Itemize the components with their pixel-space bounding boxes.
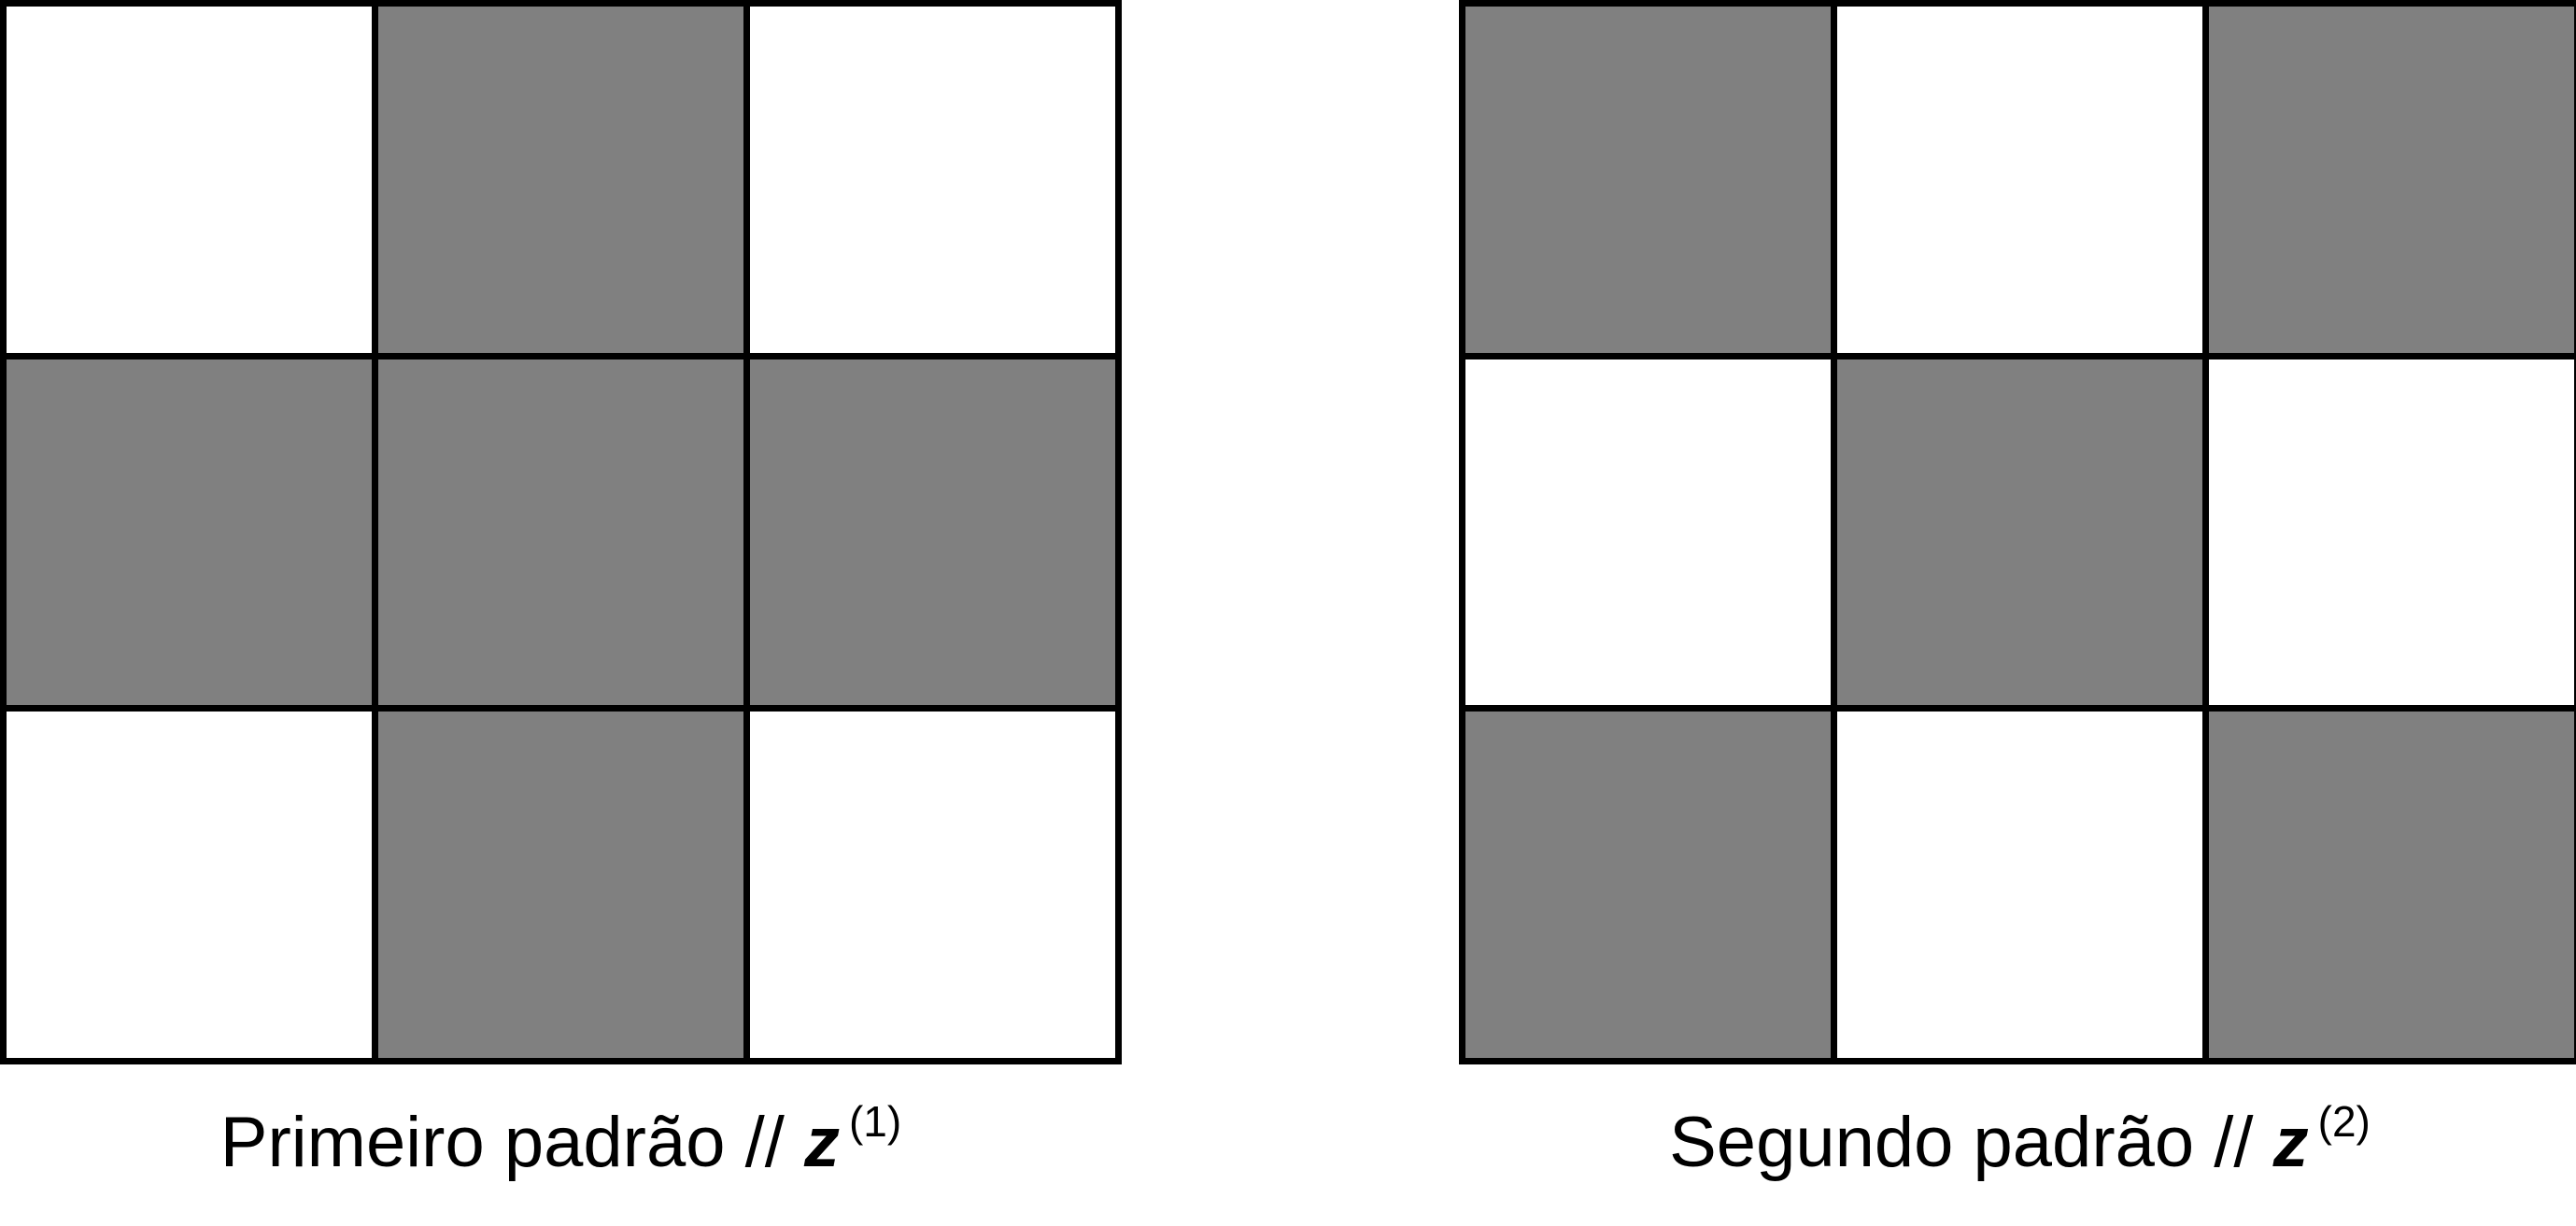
pattern-2-cell-r1c1 xyxy=(1465,7,1831,353)
pattern-1-cell-r3c2 xyxy=(378,712,743,1058)
pattern-2-cell-r1c2 xyxy=(1837,7,2202,353)
pattern-2-superscript: (2) xyxy=(2317,1097,2371,1146)
pattern-1-cell-r2c3 xyxy=(750,359,1115,706)
pattern-1-superscript: (1) xyxy=(848,1097,902,1146)
pattern-1-cell-r1c2 xyxy=(378,7,743,353)
pattern-2-cell-r2c1 xyxy=(1465,359,1831,706)
pattern-2-cell-r3c2 xyxy=(1837,712,2202,1058)
pattern-1-cell-r2c1 xyxy=(7,359,372,706)
pattern-2-cell-r1c3 xyxy=(2209,7,2574,353)
pattern-2 xyxy=(1459,0,2576,1064)
pattern-2-cell-r3c1 xyxy=(1465,712,1831,1058)
pattern-1-cell-r2c2 xyxy=(378,359,743,706)
pattern-1-variable: z xyxy=(803,1103,840,1182)
pattern-1-cell-r1c1 xyxy=(7,7,372,353)
pattern-2-cell-r3c3 xyxy=(2209,712,2574,1058)
pattern-1 xyxy=(0,0,1122,1064)
pattern-2-grid xyxy=(1459,0,2576,1064)
pattern-2-cell-r2c3 xyxy=(2209,359,2574,706)
pattern-2-caption: Segundo padrão // z (2) xyxy=(1459,1097,2576,1183)
pattern-2-variable: z xyxy=(2272,1103,2309,1182)
pattern-2-cell-r2c2 xyxy=(1837,359,2202,706)
pattern-1-cell-r1c3 xyxy=(750,7,1115,353)
pattern-2-caption-text: Segundo padrão // xyxy=(1669,1103,2254,1182)
pattern-1-cell-r3c3 xyxy=(750,712,1115,1058)
pattern-1-caption-text: Primeiro padrão // xyxy=(219,1103,785,1182)
pattern-1-caption: Primeiro padrão // z (1) xyxy=(0,1097,1122,1183)
pattern-1-cell-r3c1 xyxy=(7,712,372,1058)
pattern-1-grid xyxy=(0,0,1122,1064)
